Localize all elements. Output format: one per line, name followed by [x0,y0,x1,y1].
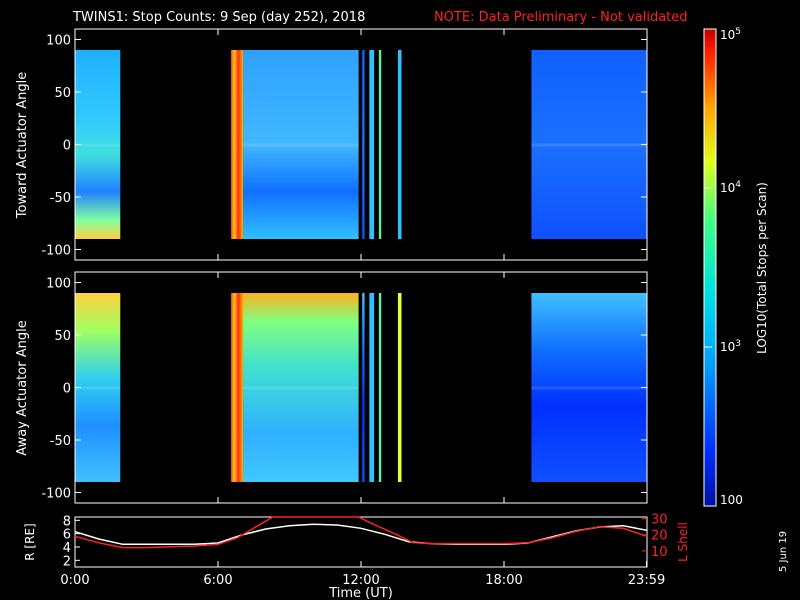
colorbar-tick-base: 10 [720,28,735,42]
away-block-1 [231,293,244,482]
lshell-tick-label: 30 [651,513,668,528]
toward-zero-stripe-2 [243,143,359,147]
away-block-7 [531,293,647,482]
orbit-plot-frame [74,516,648,568]
away-panel: 100 50 0 -50 -100 Away Actuator Angle [15,271,648,504]
away-y-axis-label: Away Actuator Angle [15,320,30,455]
away-block-0 [75,293,121,482]
r-axis-label: R [RE] [23,523,37,560]
x-tick-label: 18:00 [485,573,522,588]
away-ytick-label: 50 [54,329,71,344]
lshell-tick-label: 20 [651,529,668,544]
toward-y-ticks: 100 50 0 -50 -100 [41,29,648,260]
toward-panel: 100 50 0 -50 -100 Toward Actuator Angle [15,28,648,261]
colorbar-tick-exp: 3 [735,339,741,349]
toward-y-axis-label: Toward Actuator Angle [15,72,30,219]
toward-ytick-label: 100 [46,34,71,49]
colorbar-strip [703,28,717,507]
toward-ytick-label: -100 [41,244,71,259]
r-tick-label: 2 [63,554,71,569]
colorbar-tick-label: 100 [720,493,743,507]
colorbar-label: LOG10(Total Stops per Scan) [755,182,769,354]
date-stamp: 5 Jun 19 [778,531,789,572]
r-tick-label: 4 [63,541,71,556]
away-zero-stripe-0 [75,386,121,390]
x-axis-label: Time (UT) [328,586,393,600]
r-tick-label: 8 [63,514,71,529]
orbit-series-R [74,523,648,546]
toward-block-2 [243,50,359,239]
colorbar-tick-base: 10 [720,181,735,195]
toward-block-1 [231,50,244,239]
toward-zero-stripe-0 [75,143,121,147]
away-zero-stripe-7 [531,386,647,390]
away-block-2 [243,293,359,482]
colorbar-tick-label: 105 [720,27,741,42]
toward-block-6 [397,50,402,239]
away-ytick-label: 100 [46,277,71,292]
away-block-6 [397,293,402,482]
preliminary-note: NOTE: Data Preliminary - Not validated [434,10,688,25]
x-tick-label: 12:00 [342,573,379,588]
toward-block-0 [75,50,121,239]
away-zero-stripe-2 [243,386,359,390]
away-block-3 [362,293,365,482]
away-ytick-label: -100 [41,487,71,502]
colorbar-tick-exp: 5 [735,27,741,37]
chart-title: TWINS1: Stop Counts: 9 Sep (day 252), 20… [72,10,365,25]
toward-block-4 [369,50,375,239]
away-ytick-label: 0 [63,382,71,397]
colorbar-tick-label: 104 [720,180,741,195]
away-data-blocks [75,293,647,482]
away-ytick-label: -50 [50,434,71,449]
colorbar-tick-exp: 4 [735,180,741,190]
away-block-4 [369,293,375,482]
toward-zero-stripe-7 [531,143,647,147]
x-tick-label: 0:00 [60,573,89,588]
orbit-series-L [74,516,648,549]
lshell-axis-label: L Shell [676,522,690,562]
orbit-lines [74,516,648,549]
toward-block-3 [362,50,365,239]
lshell-tick-label: 10 [651,545,668,560]
toward-ytick-label: 0 [63,139,71,154]
colorbar-tick-base: 10 [720,340,735,354]
toward-block-7 [531,50,647,239]
r-tick-label: 6 [63,528,71,543]
x-tick-label: 23:59 [628,573,665,588]
toward-data-blocks [75,50,647,239]
x-tick-label: 6:00 [203,573,232,588]
toward-ytick-label: -50 [50,191,71,206]
toward-ytick-label: 50 [54,86,71,101]
colorbar-tick-label: 103 [720,339,741,354]
away-y-ticks: 100 50 0 -50 -100 [41,272,648,503]
away-block-5 [378,293,382,482]
toward-block-5 [378,50,382,239]
